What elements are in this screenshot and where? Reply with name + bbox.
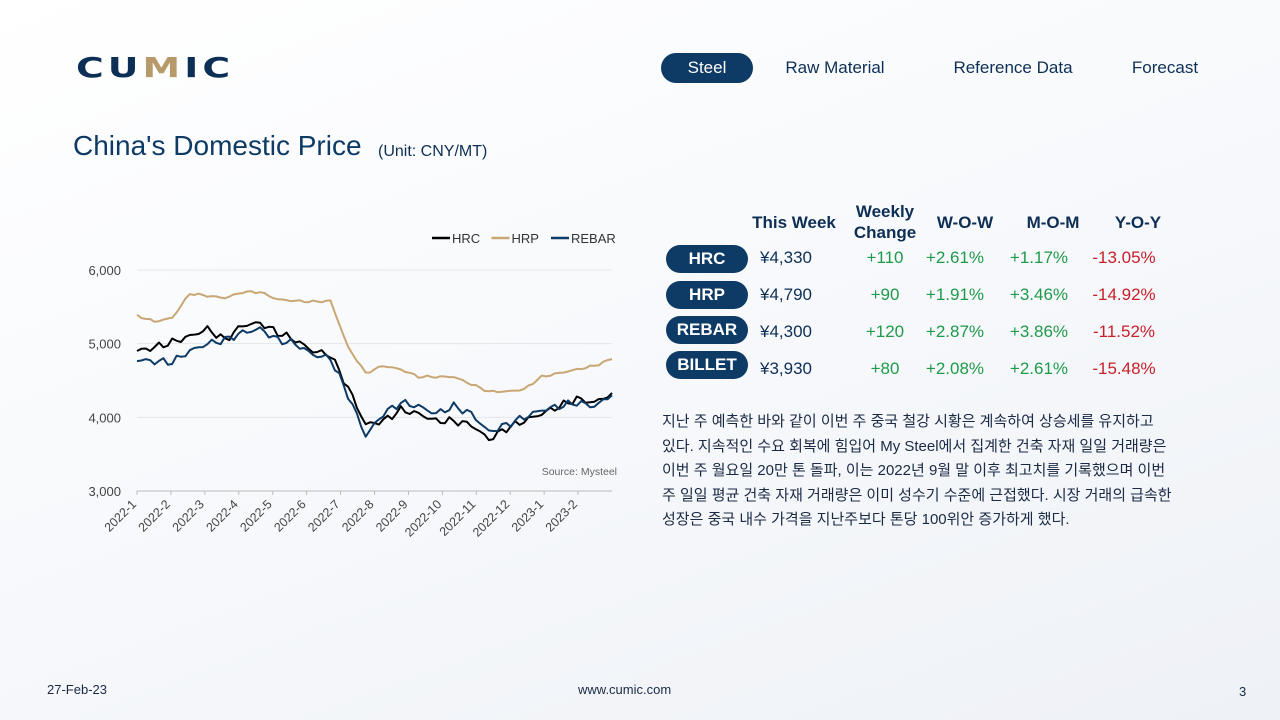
x-tick-label: 2022-1 <box>102 497 139 534</box>
x-tick-label: 2022-5 <box>237 497 274 534</box>
product-badge-hrc: HRC <box>666 245 748 273</box>
change-billet: +80 <box>870 359 900 378</box>
page-number: 3 <box>1239 684 1247 699</box>
logo-part: CU <box>76 50 143 84</box>
yoy-hrp: -14.92% <box>1092 285 1156 304</box>
cumic-logo[interactable]: CUMIC <box>76 51 230 84</box>
mom-rebar: +3.86% <box>1009 322 1069 341</box>
nav-tab-raw-material[interactable]: Raw Material <box>785 58 885 77</box>
x-tick-label: 2022-3 <box>170 497 207 534</box>
mom-hrc: +1.17% <box>1009 248 1069 267</box>
header-wow: W-O-W <box>936 213 994 232</box>
logo-wordmark: CUMIC <box>76 51 234 84</box>
wow-hrc: +2.61% <box>925 248 985 267</box>
price-billet: ¥3,930 <box>760 359 812 378</box>
y-tick-label: 6,000 <box>88 263 121 278</box>
product-badge-hrp: HRP <box>666 281 748 309</box>
logo-part-accent: M <box>142 50 185 84</box>
chart-svg: 3,0004,0005,0006,0002022-12022-22022-320… <box>88 231 617 540</box>
mom-hrp: +3.46% <box>1009 285 1069 304</box>
wow-billet: +2.08% <box>925 359 985 378</box>
y-tick-label: 4,000 <box>88 410 121 425</box>
yoy-hrc: -13.05% <box>1092 248 1156 267</box>
price-hrc: ¥4,330 <box>760 248 812 267</box>
mom-billet: +2.61% <box>1009 359 1069 378</box>
nav-tab-reference-data[interactable]: Reference Data <box>953 58 1073 77</box>
wow-rebar: +2.87% <box>925 322 985 341</box>
x-tick-label: 2023-2 <box>543 497 580 534</box>
header-yoy: Y-O-Y <box>1114 213 1162 232</box>
logo-part: IC <box>184 50 235 84</box>
header-change: Change <box>853 223 917 242</box>
product-badge-rebar: REBAR <box>666 316 748 344</box>
x-tick-label: 2022-4 <box>203 497 240 534</box>
wow-hrp: +1.91% <box>925 285 985 304</box>
price-line-chart: 3,000 4,000 5,000 6,000 2022-1 2022-2 2022-3 20… <box>70 220 630 560</box>
header-mom: M-O-M <box>1026 213 1080 232</box>
series-line-hrp <box>136 290 613 394</box>
header-weekly: Weekly <box>855 202 915 221</box>
product-badge-billet: BILLET <box>666 351 748 379</box>
y-tick-label: 3,000 <box>88 484 121 499</box>
change-rebar: +120 <box>865 322 905 341</box>
x-tick-label: 2022-8 <box>339 497 376 534</box>
legend-label: HRC <box>452 231 480 246</box>
header-weekly-change: Weekly Change <box>842 201 928 243</box>
x-tick-label: 2022-2 <box>136 497 173 534</box>
unit-label: (Unit: CNY/MT) <box>378 143 488 160</box>
x-tick-label: 2023-1 <box>509 497 546 534</box>
price-rebar: ¥4,300 <box>760 322 812 341</box>
x-tick-label: 2022-7 <box>305 497 342 534</box>
x-tick-label: 2022-12 <box>470 497 512 539</box>
change-hrc: +110 <box>866 248 904 267</box>
x-tick-label: 2022-10 <box>402 497 444 539</box>
change-hrp: +90 <box>870 285 900 304</box>
x-tick-label: 2022-6 <box>271 497 308 534</box>
market-commentary: 지난 주 예측한 바와 같이 이번 주 중국 철강 시황은 계속하여 상승세를 … <box>662 413 1172 528</box>
yoy-billet: -15.48% <box>1092 359 1156 378</box>
nav-tab-steel[interactable]: Steel <box>661 53 753 83</box>
series-line-rebar <box>136 326 613 438</box>
legend-label: REBAR <box>571 231 616 246</box>
header-this-week: This Week <box>752 213 836 232</box>
legend-label: HRP <box>512 231 539 246</box>
nav-tab-forecast[interactable]: Forecast <box>1131 58 1199 77</box>
price-hrp: ¥4,790 <box>760 285 812 304</box>
yoy-rebar: -11.52% <box>1092 322 1156 341</box>
y-tick-label: 5,000 <box>88 337 121 352</box>
price-table: This Week Weekly Change W-O-W M-O-M Y-O-… <box>660 195 1180 395</box>
footer-date: 27-Feb-23 <box>47 682 107 697</box>
footer-website-link[interactable]: www.cumic.com <box>578 682 672 697</box>
page-title: China's Domestic Price <box>73 130 362 161</box>
chart-source-note: Source: Mysteel <box>542 466 617 478</box>
